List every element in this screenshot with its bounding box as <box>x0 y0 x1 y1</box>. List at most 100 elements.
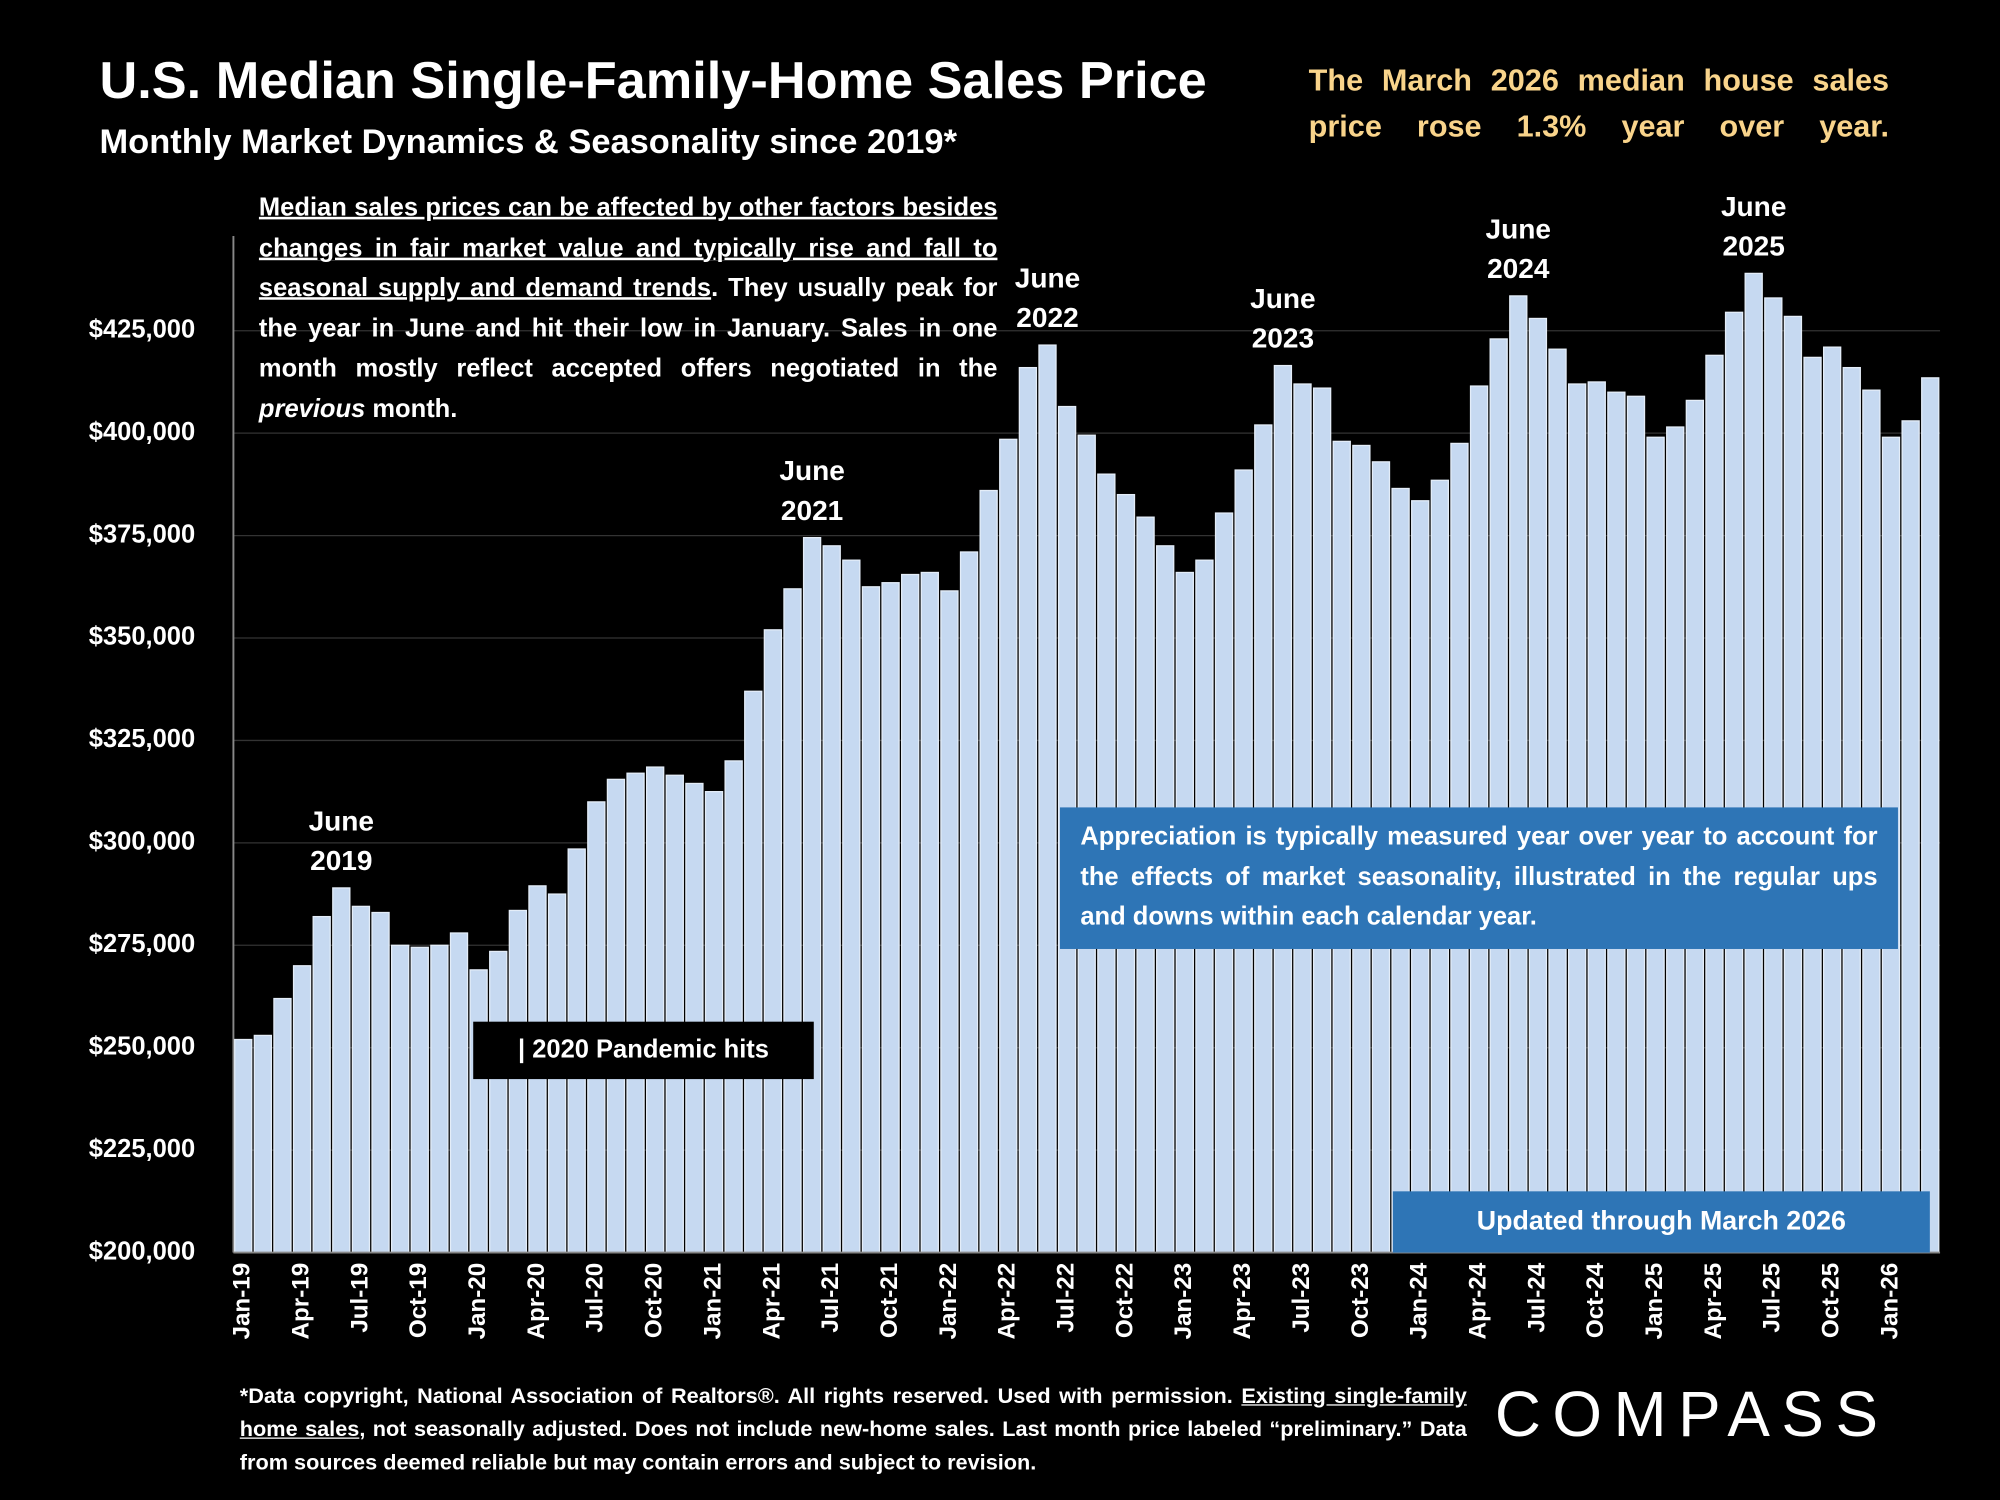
note: Median sales prices can be affected by o… <box>259 189 998 430</box>
bar <box>763 629 783 1254</box>
x-tick-label: Oct-22 <box>1111 1263 1138 1338</box>
x-tick-label: Jan-26 <box>1876 1263 1903 1340</box>
x-tick-label: Jul-24 <box>1523 1262 1550 1333</box>
footnote: *Data copyright, National Association of… <box>240 1380 1467 1479</box>
x-tick-label: Jul-20 <box>582 1263 609 1333</box>
bar <box>508 909 528 1254</box>
bar <box>999 438 1018 1254</box>
annotation: 2024 <box>1487 253 1550 284</box>
y-tick-label: $400,000 <box>89 418 195 446</box>
updated-label: Updated through March 2026 <box>1392 1191 1930 1253</box>
chart-title: U.S. Median Single-Family-Home Sales Pri… <box>99 51 1207 110</box>
x-tick-label: Apr-21 <box>758 1263 785 1340</box>
headline: The March 2026 median house sales price … <box>1308 63 1890 145</box>
bar <box>469 969 488 1254</box>
bar <box>1724 311 1744 1254</box>
bar <box>449 932 469 1254</box>
bar <box>940 590 959 1254</box>
x-tick-label: Jan-23 <box>1170 1263 1197 1340</box>
note-end: month. <box>365 394 458 423</box>
x-tick-label: Jan-24 <box>1406 1262 1433 1339</box>
bar <box>1822 346 1842 1254</box>
bar <box>842 559 861 1254</box>
annotation: June <box>1250 283 1315 314</box>
bar <box>1489 338 1508 1254</box>
bar <box>1705 354 1724 1254</box>
bar <box>253 1034 273 1254</box>
footnote-end: , not seasonally adjusted. Does not incl… <box>239 1417 1467 1475</box>
x-tick-label: Jan-25 <box>1641 1263 1668 1340</box>
x-tick-label: Apr-20 <box>523 1263 550 1340</box>
x-tick-label: Apr-24 <box>1464 1262 1491 1339</box>
y-tick-label: $200,000 <box>89 1237 195 1265</box>
note-italic: previous <box>258 394 366 423</box>
bar <box>1803 356 1822 1254</box>
bar <box>273 997 292 1254</box>
chart-subtitle: Monthly Market Dynamics & Seasonality si… <box>99 122 957 161</box>
annotation: June <box>779 455 844 486</box>
bar <box>979 489 998 1254</box>
annotation: 2025 <box>1722 231 1784 262</box>
bar <box>1018 366 1038 1254</box>
note-text: . They usually peak for the year in June… <box>258 274 998 383</box>
y-tick-label: $250,000 <box>89 1032 195 1060</box>
bar <box>234 1038 253 1254</box>
x-tick-label: Apr-23 <box>1229 1263 1256 1340</box>
callout: Appreciation is typically measured year … <box>1059 807 1898 949</box>
bar <box>901 573 920 1254</box>
logo: COMPASS <box>1494 1378 1890 1451</box>
annotation: 2019 <box>310 845 372 876</box>
x-tick-label: Apr-22 <box>994 1263 1021 1340</box>
x-tick-label: Jul-21 <box>817 1263 844 1333</box>
annotation: June <box>1486 214 1551 245</box>
bar <box>1764 297 1783 1254</box>
bar <box>959 551 979 1254</box>
y-tick-label: $325,000 <box>89 725 195 753</box>
bar <box>1528 317 1548 1254</box>
bar <box>744 690 763 1254</box>
bar <box>312 915 331 1254</box>
bar <box>861 586 881 1254</box>
x-tick-label: Apr-25 <box>1700 1263 1727 1340</box>
bar <box>371 911 390 1254</box>
bar <box>881 582 900 1254</box>
bar <box>783 588 802 1254</box>
footnote-start: *Data copyright, National Association of… <box>239 1383 1242 1409</box>
bar <box>410 946 429 1254</box>
y-tick-label: $425,000 <box>89 315 195 343</box>
bar <box>1509 295 1528 1254</box>
bar <box>802 536 822 1254</box>
x-tick-label: Jan-20 <box>464 1263 491 1340</box>
bar <box>292 965 312 1254</box>
bar <box>489 950 508 1254</box>
bar <box>390 944 410 1254</box>
x-tick-label: Oct-25 <box>1818 1263 1845 1338</box>
bar <box>822 545 841 1254</box>
annotation: 2021 <box>781 495 843 526</box>
y-tick-label: $375,000 <box>89 520 195 548</box>
bar <box>351 905 371 1254</box>
annotation: June <box>309 806 374 837</box>
x-tick-label: Oct-21 <box>876 1263 903 1338</box>
bar <box>332 887 351 1254</box>
x-tick-label: Jan-22 <box>935 1263 962 1340</box>
pandemic-label: | 2020 Pandemic hits <box>473 1021 814 1080</box>
annotation: 2023 <box>1252 323 1314 354</box>
x-tick-label: Jul-22 <box>1053 1263 1080 1333</box>
x-tick-label: Jul-25 <box>1759 1263 1786 1333</box>
annotation: 2022 <box>1016 302 1078 333</box>
bar <box>665 774 684 1254</box>
note-underlined: Median sales prices can be affected by o… <box>258 193 998 303</box>
annotation: June <box>1721 191 1786 222</box>
x-tick-label: Oct-24 <box>1582 1262 1609 1338</box>
x-tick-label: Jul-23 <box>1288 1263 1315 1333</box>
bar <box>920 571 939 1254</box>
footnote-link: Existing single-family home sales <box>239 1383 1467 1442</box>
bar <box>606 778 626 1254</box>
x-tick-label: Jan-19 <box>229 1263 256 1340</box>
x-tick-label: Oct-23 <box>1347 1263 1374 1338</box>
y-tick-label: $350,000 <box>89 623 195 651</box>
bar <box>724 760 743 1254</box>
bar <box>430 944 449 1254</box>
